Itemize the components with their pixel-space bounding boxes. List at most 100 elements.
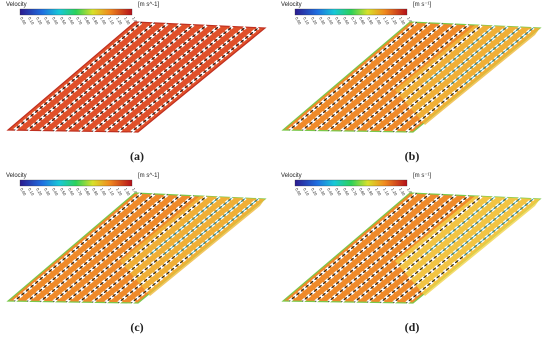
channel-edge	[66, 24, 194, 132]
colorbar-tick-label: 0.00	[19, 16, 28, 26]
channel-flow	[450, 26, 521, 85]
colorbar-tick-label: 0.80	[83, 187, 92, 197]
colorbar-tick-label: 0.20	[310, 16, 319, 26]
colorbar-tick-label: 0.70	[75, 16, 84, 26]
colorbar-tick-label: 0.50	[59, 16, 68, 26]
channel-edge	[131, 27, 259, 133]
channel-edge	[328, 23, 456, 132]
colorbar-tick-label: 1.30	[123, 16, 132, 26]
colorbar-tick-label: 0.90	[366, 187, 375, 197]
channel-edge	[14, 21, 142, 131]
colorbar-tick-label: 0.30	[318, 16, 327, 26]
channel-edge	[289, 192, 417, 302]
colorbar-tick-label: 1.40	[406, 187, 415, 197]
panel-label: (a)	[130, 149, 144, 163]
colorbar-tick-label: 1.00	[99, 16, 108, 26]
colorbar-tick-label: 0.80	[83, 16, 92, 26]
colorbar-tick-label: 0.10	[302, 16, 311, 26]
channel-edge	[302, 193, 430, 302]
panel-label: (d)	[405, 320, 420, 334]
channel-edge	[315, 194, 443, 302]
channel-edge	[14, 192, 142, 302]
panel-label: (b)	[405, 149, 420, 163]
channel-flow	[162, 197, 233, 256]
colorbar-tick-label: 0.40	[51, 16, 60, 26]
colorbar-tick-label: 1.30	[398, 187, 407, 197]
colorbar-tick-label: 0.60	[67, 16, 76, 26]
colorbar	[19, 179, 133, 187]
colorbar	[294, 179, 408, 187]
panel: Velocity [m s^-1] 0.00 0.10 0.20 0.30 0.40 0.50…	[6, 2, 267, 163]
colorbar-tick-label: 0.80	[358, 187, 367, 197]
channel-edge	[40, 23, 168, 131]
colorbar-tick-label: 1.10	[382, 16, 391, 26]
colorbar-unit: [m s^-1]	[138, 2, 159, 8]
channel-flow	[437, 197, 508, 256]
channel-edge	[289, 21, 417, 131]
channel-edge	[302, 22, 430, 131]
channel-edge	[66, 195, 194, 303]
colorbar-tick-label: 1.40	[131, 16, 140, 26]
colorbar-tick-label: 1.10	[107, 16, 116, 26]
channel-edge	[354, 24, 482, 132]
colorbar-tick-label: 1.30	[123, 187, 132, 197]
colorbar-tick-label: 0.30	[318, 187, 327, 197]
colorbar-tick-label: 0.70	[350, 187, 359, 197]
colorbar-tick-label: 0.20	[35, 187, 44, 197]
colorbar-tick-label: 0.30	[43, 16, 52, 26]
channel-flow	[175, 197, 246, 256]
colorbar-tick-label: 0.90	[91, 16, 100, 26]
channel-flow	[149, 196, 220, 256]
colorbar-tick-label: 0.50	[334, 187, 343, 197]
colorbar-tick-label: 0.60	[342, 187, 351, 197]
channel-edge	[27, 193, 155, 302]
panel: Velocity [m s⁻¹]0.00 0.10 0.20 0.30 0.40 0.50 0…	[281, 2, 542, 163]
panel: Velocity [m s^-1] 0.00 0.10 0.20 0.30 0.40 0.50…	[6, 173, 267, 334]
channel-edge	[354, 195, 482, 303]
colorbar-unit: [m s^-1]	[138, 173, 159, 179]
colorbar-tick-label: 1.20	[115, 187, 124, 197]
colorbar-tick-label: 0.30	[43, 187, 52, 197]
channel-edge	[341, 195, 469, 303]
colorbar-title: Velocity	[6, 173, 27, 179]
channel-flow	[424, 25, 495, 85]
colorbar-tick-label: 0.00	[294, 187, 303, 197]
channel-flow	[424, 196, 495, 256]
colorbar-unit: [m s⁻¹]	[413, 173, 431, 179]
colorbar	[294, 8, 408, 16]
colorbar-tick-label: 0.10	[27, 16, 36, 26]
colorbar-tick-label: 0.20	[35, 16, 44, 26]
colorbar-tick-label: 0.60	[67, 187, 76, 197]
colorbar-tick-label: 1.00	[374, 16, 383, 26]
colorbar-tick-label: 1.10	[107, 187, 116, 197]
colorbar-tick-label: 0.70	[75, 187, 84, 197]
channel-edge	[341, 24, 469, 132]
colorbar-tick-label: 0.50	[59, 187, 68, 197]
channel-edge	[53, 194, 181, 303]
colorbar-tick-label: 0.90	[366, 16, 375, 26]
channel-edge	[315, 23, 443, 131]
channel-flow	[463, 27, 534, 86]
channel-edge	[40, 194, 168, 302]
panel-label: (c)	[130, 320, 143, 334]
colorbar-tick-label: 0.10	[302, 187, 311, 197]
channel-edge	[79, 195, 207, 303]
panel: Velocity [m s⁻¹]0.00 0.10 0.20 0.30 0.40 0.50 0…	[281, 173, 542, 334]
channel-edge	[118, 26, 246, 133]
colorbar-tick-label: 1.00	[374, 187, 383, 197]
colorbar	[19, 8, 133, 16]
colorbar-tick-label: 1.20	[390, 187, 399, 197]
channel-flow	[188, 198, 259, 257]
channel-edge	[92, 25, 220, 132]
channel-flow	[450, 197, 521, 256]
channel-edge	[27, 22, 155, 131]
colorbar-tick-label: 0.40	[326, 187, 335, 197]
colorbar-tick-label: 1.30	[398, 16, 407, 26]
colorbar-tick-label: 1.00	[99, 187, 108, 197]
colorbar-tick-label: 1.20	[390, 16, 399, 26]
channel-flow	[463, 198, 534, 257]
channel-edge	[328, 194, 456, 303]
colorbar-tick-label: 1.20	[115, 16, 124, 26]
colorbar-tick-label: 1.10	[382, 187, 391, 197]
